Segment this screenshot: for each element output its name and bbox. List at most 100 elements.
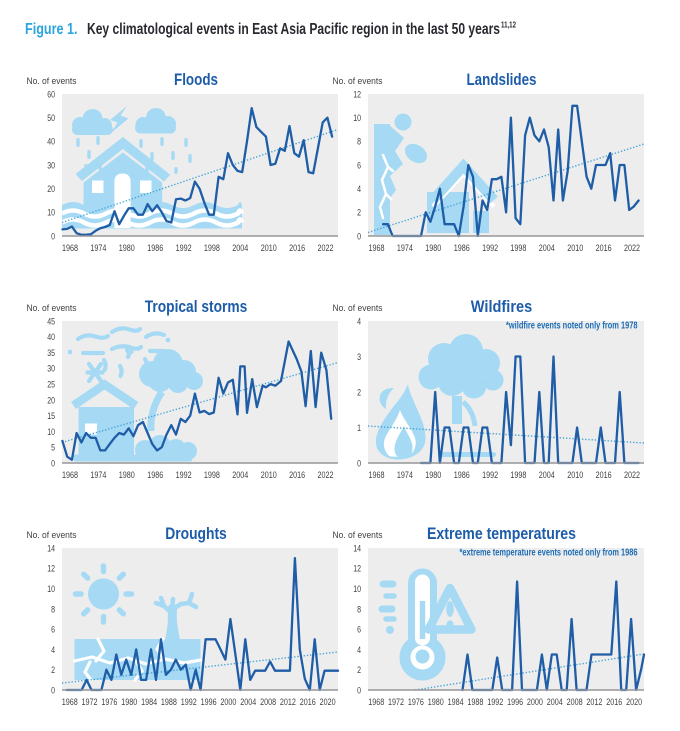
svg-text:2022: 2022 [318, 243, 334, 254]
svg-text:*wildfire events noted only fr: *wildfire events noted only from 1978 [506, 321, 638, 332]
svg-text:10: 10 [353, 584, 361, 595]
svg-text:0: 0 [357, 458, 361, 469]
svg-text:1980: 1980 [119, 470, 135, 481]
svg-text:8: 8 [357, 604, 361, 615]
svg-text:No. of events: No. of events [27, 76, 77, 87]
svg-text:Droughts: Droughts [165, 525, 227, 543]
svg-text:2020: 2020 [626, 697, 642, 708]
svg-text:15: 15 [47, 411, 55, 422]
svg-text:1980: 1980 [425, 243, 441, 254]
svg-text:2016: 2016 [300, 697, 316, 708]
svg-text:1976: 1976 [408, 697, 424, 708]
svg-text:2016: 2016 [289, 243, 305, 254]
svg-text:25: 25 [47, 380, 55, 391]
svg-text:2004: 2004 [547, 697, 563, 708]
svg-text:Key climatological events in E: Key climatological events in East Asia P… [87, 21, 500, 38]
svg-text:Landslides: Landslides [467, 71, 537, 89]
svg-text:2004: 2004 [232, 470, 248, 481]
svg-text:No. of events: No. of events [27, 530, 77, 541]
svg-text:2012: 2012 [280, 697, 296, 708]
svg-text:14: 14 [353, 543, 361, 554]
svg-text:0: 0 [51, 685, 55, 696]
svg-text:No. of events: No. of events [27, 303, 77, 314]
svg-text:10: 10 [353, 113, 361, 124]
svg-text:1986: 1986 [454, 470, 470, 481]
svg-text:5: 5 [51, 443, 55, 454]
svg-text:1968: 1968 [369, 470, 385, 481]
svg-text:12: 12 [353, 564, 361, 575]
svg-text:0: 0 [51, 458, 55, 469]
svg-text:4: 4 [357, 184, 361, 195]
svg-text:1988: 1988 [161, 697, 177, 708]
svg-text:2000: 2000 [527, 697, 543, 708]
svg-text:1986: 1986 [147, 243, 163, 254]
svg-text:2022: 2022 [318, 470, 334, 481]
svg-text:1976: 1976 [101, 697, 117, 708]
svg-text:2010: 2010 [567, 243, 583, 254]
svg-text:1974: 1974 [397, 470, 413, 481]
svg-text:40: 40 [47, 332, 55, 343]
svg-text:Floods: Floods [174, 71, 218, 89]
svg-text:2012: 2012 [586, 697, 602, 708]
svg-text:1992: 1992 [181, 697, 197, 708]
svg-text:1998: 1998 [204, 243, 220, 254]
svg-text:2010: 2010 [261, 470, 277, 481]
svg-text:1972: 1972 [388, 697, 404, 708]
svg-text:45: 45 [47, 316, 55, 327]
svg-text:4: 4 [51, 645, 55, 656]
svg-text:1998: 1998 [204, 470, 220, 481]
svg-text:2000: 2000 [220, 697, 236, 708]
svg-text:No. of events: No. of events [333, 303, 383, 314]
svg-text:11,12: 11,12 [501, 20, 516, 30]
svg-text:50: 50 [47, 113, 55, 124]
svg-text:1974: 1974 [397, 243, 413, 254]
svg-text:0: 0 [51, 231, 55, 242]
svg-text:Figure 1.: Figure 1. [25, 21, 78, 38]
svg-text:8: 8 [51, 604, 55, 615]
svg-text:40: 40 [47, 137, 55, 148]
svg-text:10: 10 [47, 427, 55, 438]
svg-text:No. of events: No. of events [333, 76, 383, 87]
svg-text:2004: 2004 [539, 470, 555, 481]
svg-text:1988: 1988 [467, 697, 483, 708]
svg-text:1980: 1980 [428, 697, 444, 708]
svg-text:1968: 1968 [62, 697, 78, 708]
svg-text:6: 6 [51, 625, 55, 636]
svg-text:2: 2 [357, 208, 361, 219]
svg-text:2022: 2022 [624, 470, 640, 481]
svg-text:6: 6 [357, 160, 361, 171]
svg-text:6: 6 [357, 625, 361, 636]
svg-text:8: 8 [357, 137, 361, 148]
svg-text:60: 60 [47, 89, 55, 100]
svg-text:2020: 2020 [320, 697, 336, 708]
svg-text:1992: 1992 [176, 470, 192, 481]
svg-text:2016: 2016 [289, 470, 305, 481]
svg-text:2010: 2010 [567, 470, 583, 481]
svg-text:35: 35 [47, 348, 55, 359]
svg-text:2004: 2004 [539, 243, 555, 254]
svg-text:20: 20 [47, 184, 55, 195]
svg-text:1984: 1984 [448, 697, 464, 708]
svg-text:30: 30 [47, 364, 55, 375]
svg-text:1992: 1992 [176, 243, 192, 254]
svg-text:3: 3 [357, 352, 361, 363]
svg-text:1972: 1972 [82, 697, 98, 708]
svg-text:2016: 2016 [596, 243, 612, 254]
svg-text:2004: 2004 [232, 243, 248, 254]
svg-text:14: 14 [47, 543, 55, 554]
svg-text:2022: 2022 [624, 243, 640, 254]
svg-text:1: 1 [357, 423, 361, 434]
svg-text:1986: 1986 [454, 243, 470, 254]
svg-text:1980: 1980 [425, 470, 441, 481]
svg-text:4: 4 [357, 316, 361, 327]
svg-text:10: 10 [47, 208, 55, 219]
svg-text:1980: 1980 [121, 697, 137, 708]
svg-text:2016: 2016 [596, 470, 612, 481]
svg-text:1992: 1992 [482, 470, 498, 481]
svg-text:2008: 2008 [260, 697, 276, 708]
svg-text:1998: 1998 [510, 243, 526, 254]
svg-text:2: 2 [51, 665, 55, 676]
svg-text:12: 12 [353, 89, 361, 100]
svg-text:Wildfires: Wildfires [471, 298, 533, 316]
svg-text:1974: 1974 [90, 243, 106, 254]
